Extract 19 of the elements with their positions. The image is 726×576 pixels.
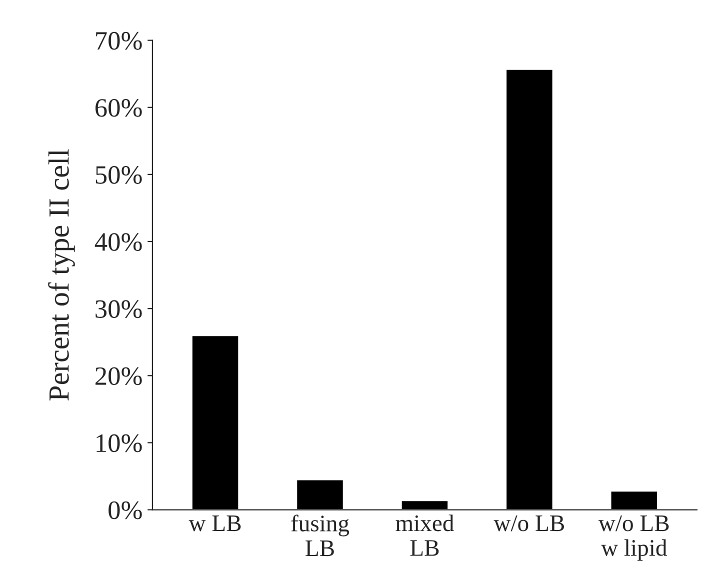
bar [400,500,449,510]
y-tick-label: 30% [96,300,142,318]
y-tick-label: 20% [96,367,142,386]
bar [610,490,658,510]
x-tick-label: w/o LB [494,515,564,532]
y-axis-title: Percent of type II cell [48,149,75,401]
y-tick-label: 0% [108,501,142,520]
y-tick-label: 70% [96,32,142,50]
bar [505,68,554,510]
x-tick-label: fusing LB [291,514,350,556]
x-tick-label: mixed LB [396,514,454,556]
x-tick-label: w/o LB w lipid [598,515,669,561]
bar [296,478,344,510]
y-tick-label: 60% [96,98,142,117]
y-tick-label: 10% [96,434,142,452]
x-tick-label: w LB [188,516,241,532]
bar [191,334,240,510]
y-tick-label: 50% [96,166,142,184]
y-tick-label: 40% [94,233,142,252]
